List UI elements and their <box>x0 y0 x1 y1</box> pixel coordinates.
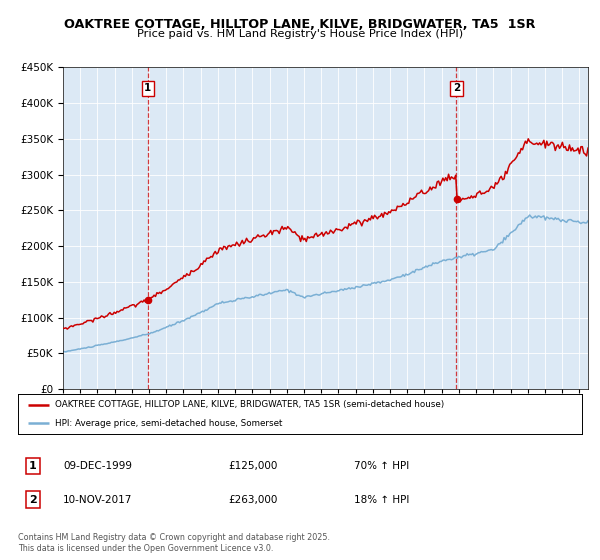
Text: Contains HM Land Registry data © Crown copyright and database right 2025.
This d: Contains HM Land Registry data © Crown c… <box>18 534 330 553</box>
Text: £263,000: £263,000 <box>228 494 277 505</box>
Text: 10-NOV-2017: 10-NOV-2017 <box>63 494 133 505</box>
Text: 18% ↑ HPI: 18% ↑ HPI <box>354 494 409 505</box>
Text: 2: 2 <box>453 83 460 93</box>
Text: OAKTREE COTTAGE, HILLTOP LANE, KILVE, BRIDGWATER, TA5 1SR (semi-detached house): OAKTREE COTTAGE, HILLTOP LANE, KILVE, BR… <box>55 400 444 409</box>
Text: 1: 1 <box>144 83 151 93</box>
Text: HPI: Average price, semi-detached house, Somerset: HPI: Average price, semi-detached house,… <box>55 419 282 428</box>
Text: £125,000: £125,000 <box>228 461 277 471</box>
Text: OAKTREE COTTAGE, HILLTOP LANE, KILVE, BRIDGWATER, TA5  1SR: OAKTREE COTTAGE, HILLTOP LANE, KILVE, BR… <box>64 18 536 31</box>
Text: 09-DEC-1999: 09-DEC-1999 <box>63 461 132 471</box>
Text: Price paid vs. HM Land Registry's House Price Index (HPI): Price paid vs. HM Land Registry's House … <box>137 29 463 39</box>
Text: 1: 1 <box>29 461 37 471</box>
Text: 2: 2 <box>29 494 37 505</box>
Text: 70% ↑ HPI: 70% ↑ HPI <box>354 461 409 471</box>
